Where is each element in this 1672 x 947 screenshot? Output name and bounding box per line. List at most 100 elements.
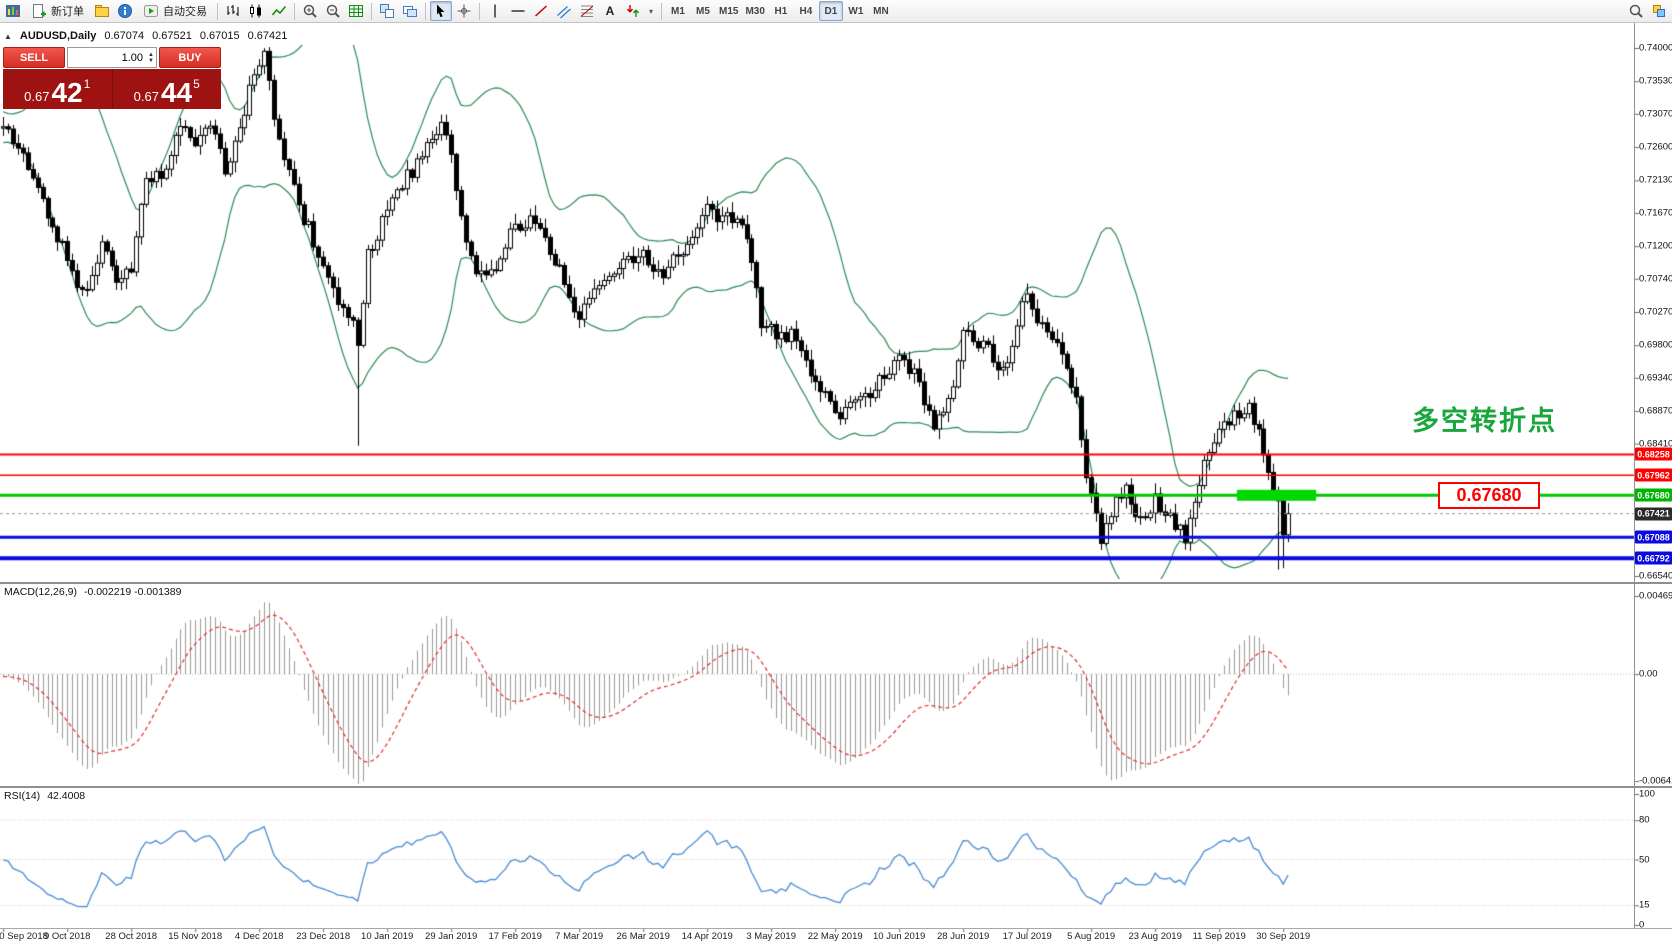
timeframe-button-h4[interactable]: H4 <box>794 1 818 21</box>
grid-icon <box>349 5 363 17</box>
price-axis-tag: 0.66792 <box>1635 551 1672 565</box>
trendline-tool-button[interactable] <box>530 1 552 21</box>
zoom-out-icon <box>326 4 340 18</box>
date-axis-label: 17 Jul 2019 <box>1002 931 1052 942</box>
toolbar-separator <box>217 2 218 20</box>
channel-tool-button[interactable] <box>553 1 575 21</box>
sell-price-big: 42 <box>51 77 83 108</box>
horizontal-line-tool-button[interactable] <box>507 1 529 21</box>
chart-high-value: 0.67521 <box>152 30 192 42</box>
date-axis-label: 10 Jan 2019 <box>361 931 414 942</box>
rsi-axis-label: 50 <box>1639 854 1650 865</box>
timeframe-button-mn[interactable]: MN <box>869 1 893 21</box>
time-axis-separator <box>0 928 1672 929</box>
timeframe-button-m15[interactable]: M15 <box>716 1 741 21</box>
toolbar-separator <box>661 2 662 20</box>
buy-price-pip: 5 <box>193 77 200 91</box>
layers-button[interactable] <box>1648 1 1670 21</box>
macd-axis-label: -0.006427 <box>1639 775 1672 787</box>
auto-trading-icon <box>144 5 158 17</box>
price-axis-label: 0.71670 <box>1639 207 1672 219</box>
date-axis-label: 26 Mar 2019 <box>616 931 670 942</box>
chart-open-value: 0.67074 <box>104 30 145 42</box>
volume-up-icon[interactable]: ▲ <box>148 51 154 58</box>
vertical-line-tool-button[interactable] <box>484 1 506 21</box>
cursor-icon <box>437 4 445 18</box>
timeframe-button-m1[interactable]: M1 <box>666 1 690 21</box>
cursor-tool-button[interactable] <box>430 1 452 21</box>
date-axis-label: 10 Jun 2019 <box>873 931 926 942</box>
data-window-button[interactable] <box>114 1 136 21</box>
volume-field[interactable]: ▲ ▼ <box>67 47 157 68</box>
date-axis-label: 28 Oct 2018 <box>105 931 158 942</box>
timeframe-button-h1[interactable]: H1 <box>769 1 793 21</box>
main-toolbar: 新订单 自动交易 <box>0 0 1672 23</box>
timeframe-button-m5[interactable]: M5 <box>691 1 715 21</box>
timeframe-button-d1[interactable]: D1 <box>818 1 843 21</box>
vertical-line-icon <box>494 4 496 18</box>
new-order-button[interactable]: 新订单 <box>25 1 90 21</box>
date-axis-label: 7 Mar 2019 <box>555 931 604 942</box>
rsi-panel-separator[interactable] <box>0 786 1672 788</box>
buy-price-big: 44 <box>160 77 193 108</box>
grid-button[interactable] <box>345 1 367 21</box>
timeframe-button-m30[interactable]: M30 <box>742 1 767 21</box>
timeframe-button-w1[interactable]: W1 <box>844 1 868 21</box>
line-chart-button[interactable] <box>268 1 290 21</box>
volume-input[interactable] <box>89 50 146 65</box>
date-axis-label: 4 Dec 2018 <box>234 931 284 942</box>
date-axis-label: 23 Aug 2019 <box>1128 931 1182 942</box>
timeframe-group: M1 M5 M15 M30 H1 H4 D1 W1 MN <box>666 1 893 21</box>
zoom-in-icon <box>303 4 317 18</box>
new-order-icon <box>33 4 46 18</box>
price-axis-label: 0.74000 <box>1639 42 1672 54</box>
rsi-axis-label: 0 <box>1639 919 1645 931</box>
candlestick-chart-button[interactable] <box>245 1 267 21</box>
bar-chart-button[interactable] <box>222 1 244 21</box>
shapes-dropdown-button[interactable]: ▾ <box>645 1 657 21</box>
rsi-indicator-label: RSI(14) 42.4008 <box>4 790 85 802</box>
price-axis-separator <box>1634 23 1635 928</box>
macd-panel-separator[interactable] <box>0 582 1672 584</box>
text-tool-button[interactable]: A <box>599 1 621 21</box>
auto-trading-button[interactable]: 自动交易 <box>137 1 213 21</box>
zoom-in-button[interactable] <box>299 1 321 21</box>
cascade-windows-button[interactable] <box>399 1 421 21</box>
sell-button[interactable]: SELL <box>3 47 65 68</box>
chart-low-value: 0.67015 <box>199 30 240 42</box>
volume-stepper[interactable]: ▲ ▼ <box>148 52 154 64</box>
date-axis-label: 29 Jan 2019 <box>425 931 478 942</box>
price-axis-label: 0.68410 <box>1639 438 1672 450</box>
crosshair-icon <box>457 4 471 18</box>
price-axis-label: 0.70740 <box>1639 273 1672 285</box>
profiles-icon <box>95 5 109 17</box>
profiles-button[interactable] <box>91 1 113 21</box>
price-axis-label: 0.73530 <box>1639 75 1672 87</box>
sell-price-prefix: 0.67 <box>24 89 50 104</box>
sell-price-display[interactable]: 0.67 42 1 <box>3 69 113 109</box>
macd-indicator-label: MACD(12,26,9) -0.002219 -0.001389 <box>4 586 181 598</box>
level-annotation-box[interactable]: 0.67680 <box>1438 482 1540 509</box>
fibonacci-icon <box>580 5 594 17</box>
buy-price-display[interactable]: 0.67 44 5 <box>112 69 221 109</box>
price-axis-tag: 0.67421 <box>1635 507 1672 521</box>
buy-button[interactable]: BUY <box>159 47 221 68</box>
crosshair-tool-button[interactable] <box>453 1 475 21</box>
date-axis-label: 30 Sep 2019 <box>1256 931 1311 942</box>
tile-windows-button[interactable] <box>376 1 398 21</box>
price-axis-label: 0.72130 <box>1639 174 1672 186</box>
price-axis-label: 0.66540 <box>1639 570 1672 582</box>
fibonacci-tool-button[interactable] <box>576 1 598 21</box>
date-axis-label: 23 Dec 2018 <box>296 931 351 942</box>
zoom-out-button[interactable] <box>322 1 344 21</box>
price-chart-canvas[interactable] <box>0 23 1672 947</box>
rsi-axis-label: 15 <box>1639 899 1650 911</box>
sell-price-pip: 1 <box>83 77 91 91</box>
volume-down-icon[interactable]: ▼ <box>148 57 154 64</box>
tile-windows-icon <box>380 4 394 18</box>
one-click-panel-toggle[interactable]: ▲ <box>4 31 12 41</box>
buy-price-prefix: 0.67 <box>133 89 159 104</box>
search-button[interactable] <box>1625 1 1647 21</box>
arrows-tool-button[interactable] <box>622 1 644 21</box>
chart-window: 0.74000 0.73530 0.73070 0.72600 0.72130 0.716… <box>0 23 1672 947</box>
